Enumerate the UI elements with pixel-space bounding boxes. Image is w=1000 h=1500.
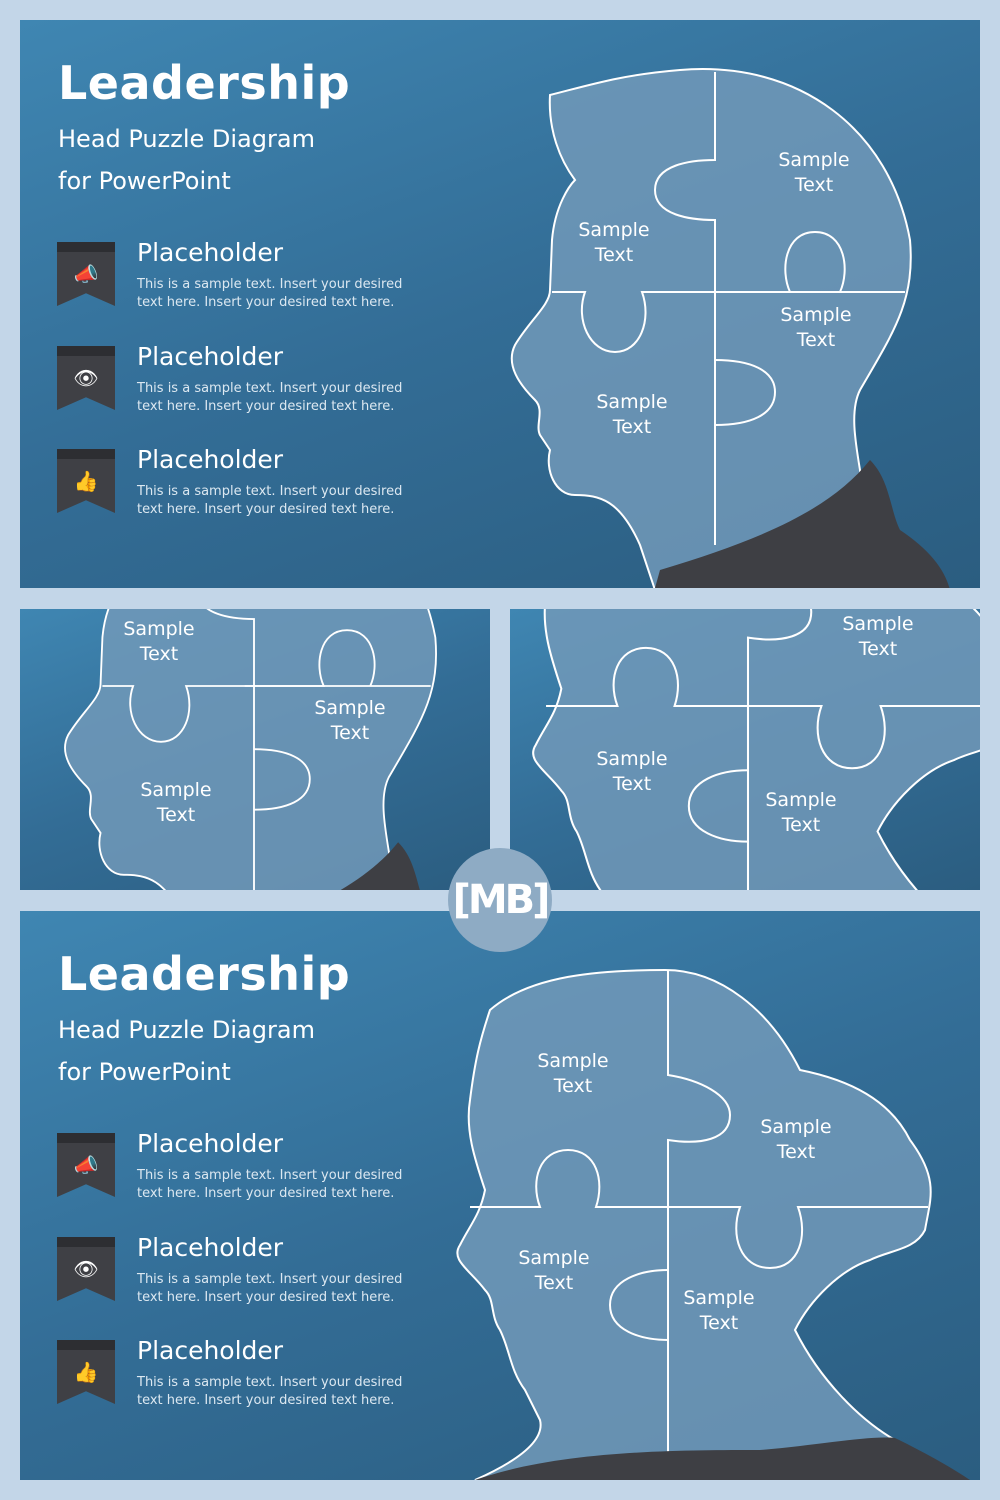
puzzle-label: Sample Text	[596, 748, 668, 795]
puzzle-label: Sample Text	[314, 697, 386, 744]
slide-subtitle-1: Head Puzzle Diagram	[58, 1016, 315, 1044]
item-heading: Placeholder	[137, 1336, 284, 1365]
slide-male-head: Leadership Head Puzzle Diagram for Power…	[20, 20, 980, 588]
item-heading: Placeholder	[137, 1233, 284, 1262]
megaphone-icon: 📣	[57, 1133, 115, 1197]
list-item: 👁 Placeholder This is a sample text. Inser…	[57, 1233, 417, 1307]
item-text: This is a sample text. Insert your desir…	[137, 1272, 403, 1305]
puzzle-label: Sample Text	[578, 219, 650, 266]
item-text: This is a sample text. Insert your desir…	[137, 1168, 403, 1201]
item-heading: Placeholder	[137, 1129, 284, 1158]
list-item: 📣 Placeholder This is a sample text. Inser…	[57, 238, 417, 312]
puzzle-label: Sample Text	[123, 618, 195, 665]
puzzle-label: Sample Text	[140, 779, 212, 826]
slide-subtitle-2: for PowerPoint	[58, 167, 231, 195]
slide-female-head: Leadership Head Puzzle Diagram for Power…	[20, 911, 980, 1480]
item-heading: Placeholder	[137, 445, 284, 474]
puzzle-label: Sample Text	[518, 1247, 590, 1294]
item-heading: Placeholder	[137, 342, 284, 371]
megaphone-icon: 📣	[57, 242, 115, 306]
list-item: 👁 Placeholder This is a sample text. Inser…	[57, 342, 417, 416]
puzzle-label: Sample Text	[683, 1287, 755, 1334]
thumbs-up-icon: 👍	[57, 449, 115, 513]
male-head-puzzle	[64, 609, 474, 890]
item-text: This is a sample text. Insert your desir…	[137, 1375, 403, 1408]
thumbs-up-icon: 👍	[57, 1340, 115, 1404]
puzzle-label: Sample Text	[596, 391, 668, 438]
item-heading: Placeholder	[137, 238, 284, 267]
eye-icon: 👁	[57, 1237, 115, 1301]
item-text: This is a sample text. Insert your desir…	[137, 277, 403, 310]
puzzle-label: Sample Text	[780, 304, 852, 351]
item-text: This is a sample text. Insert your desir…	[137, 381, 403, 414]
slide-subtitle-1: Head Puzzle Diagram	[58, 125, 315, 153]
puzzle-label: Sample Text	[537, 1050, 609, 1097]
slide-title: Leadership	[58, 56, 351, 110]
puzzle-label: Sample Text	[760, 1116, 832, 1163]
puzzle-label: Sample Text	[842, 613, 914, 660]
eye-icon: 👁	[57, 346, 115, 410]
list-item: 👍 Placeholder This is a sample text. Inser…	[57, 1336, 417, 1410]
puzzle-label: Sample Text	[778, 149, 850, 196]
slide-subtitle-2: for PowerPoint	[58, 1058, 231, 1086]
list-item: 👍 Placeholder This is a sample text. Inser…	[57, 445, 417, 519]
list-item: 📣 Placeholder This is a sample text. Inser…	[57, 1129, 417, 1203]
slide-female-closeup: Sample Text Sample Text Sample Text	[510, 609, 980, 890]
puzzle-label: Sample Text	[765, 789, 837, 836]
slide-male-closeup: Sample Text Sample Text Sample Text	[20, 609, 490, 890]
slide-title: Leadership	[58, 947, 351, 1001]
item-text: This is a sample text. Insert your desir…	[137, 484, 403, 517]
mb-logo: [MB]	[448, 848, 552, 952]
